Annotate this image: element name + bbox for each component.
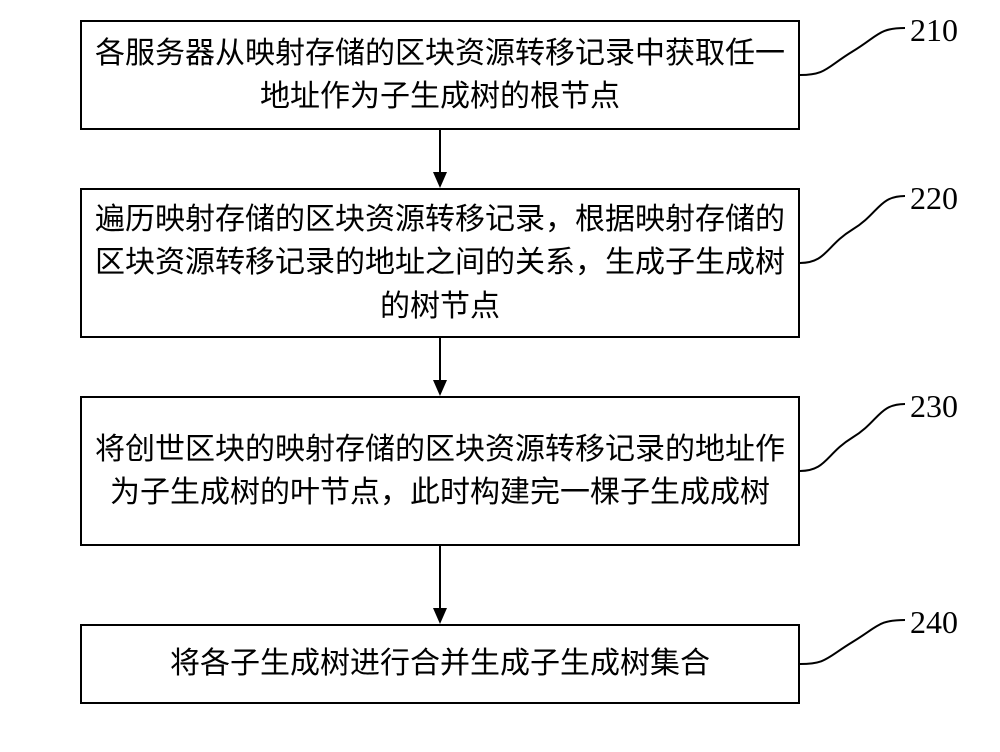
- curly-connector: [0, 0, 1000, 752]
